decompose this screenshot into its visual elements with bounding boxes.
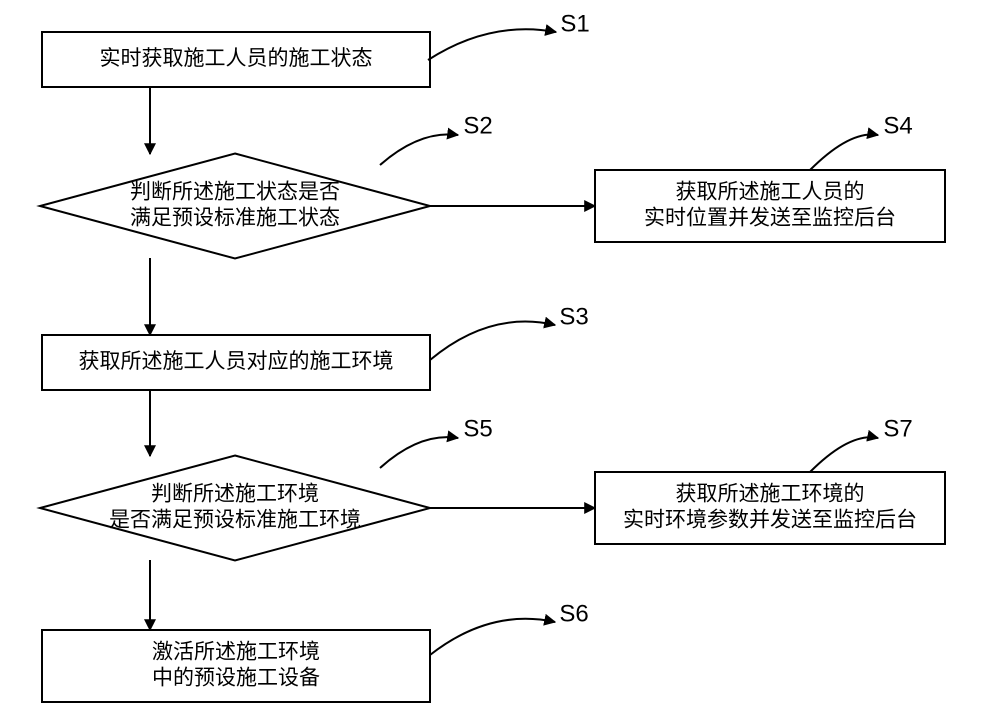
node-s6-line-1: 中的预设施工设备	[152, 667, 320, 690]
node-s4-line-1: 实时位置并发送至监控后台	[644, 207, 896, 230]
label-s2: S2	[463, 112, 492, 139]
label-arrow-s4	[810, 134, 878, 170]
label-arrow-s1	[428, 29, 556, 60]
node-s5-line-1: 是否满足预设标准施工环境	[109, 509, 361, 532]
label-arrow-s5	[380, 437, 458, 468]
node-s3: 获取所述施工人员对应的施工环境	[42, 335, 430, 390]
label-arrow-s7	[810, 437, 878, 472]
node-s5: 判断所述施工环境是否满足预设标准施工环境	[40, 456, 430, 561]
node-s4-line-0: 获取所述施工人员的	[676, 180, 865, 203]
node-s2: 判断所述施工状态是否满足预设标准施工状态	[40, 154, 430, 259]
label-arrow-s3	[430, 322, 555, 360]
node-s1: 实时获取施工人员的施工状态	[42, 32, 430, 87]
label-s3: S3	[559, 303, 588, 330]
node-s6-line-0: 激活所述施工环境	[152, 640, 320, 663]
node-s7-line-1: 实时环境参数并发送至监控后台	[623, 509, 917, 532]
node-s6: 激活所述施工环境中的预设施工设备	[42, 630, 430, 702]
label-s5: S5	[463, 415, 492, 442]
node-s5-line-0: 判断所述施工环境	[151, 482, 319, 505]
node-s2-line-1: 满足预设标准施工状态	[130, 207, 340, 230]
label-s1: S1	[560, 10, 589, 37]
node-s3-line-0: 获取所述施工人员对应的施工环境	[79, 350, 394, 373]
flowchart-canvas: 实时获取施工人员的施工状态判断所述施工状态是否满足预设标准施工状态获取所述施工人…	[0, 0, 1000, 717]
node-s2-line-0: 判断所述施工状态是否	[130, 180, 340, 203]
label-arrow-s6	[430, 619, 555, 655]
label-s6: S6	[559, 600, 588, 627]
label-s4: S4	[883, 112, 912, 139]
node-s7-line-0: 获取所述施工环境的	[676, 482, 865, 505]
label-s7: S7	[883, 415, 912, 442]
node-s7: 获取所述施工环境的实时环境参数并发送至监控后台	[595, 472, 945, 544]
node-s1-line-0: 实时获取施工人员的施工状态	[100, 47, 373, 70]
node-s4: 获取所述施工人员的实时位置并发送至监控后台	[595, 170, 945, 242]
label-arrow-s2	[380, 134, 458, 165]
